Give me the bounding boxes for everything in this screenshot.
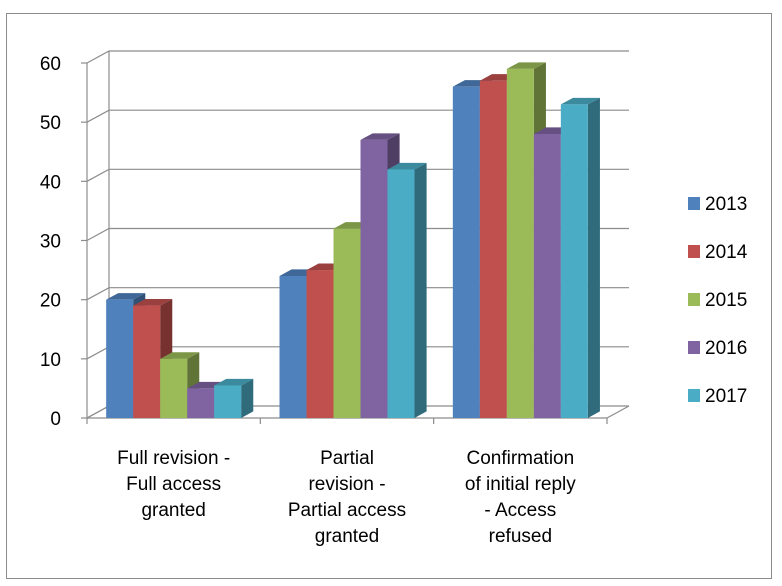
gridline	[86, 50, 629, 64]
legend-swatch	[688, 341, 700, 354]
bar-front	[187, 388, 215, 418]
y-axis-ticks: 0 10 20 30 40 50 60	[40, 54, 87, 430]
bar	[387, 162, 427, 418]
legend-item: 2017	[688, 386, 747, 407]
y-tick-label: 20	[40, 291, 61, 312]
bar-top	[160, 352, 200, 359]
legend-swatch	[688, 197, 700, 210]
y-tick-label: 10	[40, 350, 61, 371]
bar-front	[306, 270, 334, 418]
legend-label: 2014	[705, 242, 748, 263]
legend-label: 2017	[705, 386, 747, 407]
legend: 2013 2014 2015 2016 2017	[688, 194, 748, 407]
bars	[106, 62, 600, 419]
gridline	[86, 109, 629, 123]
bar	[560, 97, 600, 419]
x-axis-labels: Full revision -Full access granted Partial…	[86, 418, 608, 547]
bar-front	[452, 86, 480, 419]
bar-front	[360, 139, 388, 418]
bar-front	[279, 276, 307, 418]
bar-top	[360, 133, 400, 140]
legend-label: 2013	[705, 194, 747, 215]
y-tick-label: 40	[40, 172, 61, 193]
legend-swatch	[688, 245, 700, 258]
bar-top	[106, 293, 146, 300]
bar-front	[333, 228, 361, 418]
legend-label: 2016	[705, 338, 747, 359]
bar-front	[214, 385, 242, 418]
bar-top	[506, 62, 546, 69]
bar-front	[479, 80, 507, 418]
bar-front	[387, 169, 415, 418]
bar-side	[587, 97, 600, 419]
y-tick-label: 0	[50, 409, 61, 430]
legend-item: 2016	[688, 338, 747, 359]
legend-item: 2014	[688, 242, 748, 263]
legend-item: 2013	[688, 194, 747, 215]
bar-side	[414, 162, 427, 418]
bar-top	[133, 298, 173, 306]
y-tick-label: 50	[40, 113, 61, 134]
y-tick-label: 30	[40, 232, 61, 253]
bar-front	[133, 305, 161, 418]
x-category-label: Confirmation of initial reply - Access refu…	[465, 448, 576, 547]
bar-front	[560, 104, 588, 419]
bar-top	[214, 378, 254, 386]
x-category-label: Partial revision -Partial access granted	[288, 448, 406, 547]
bar-top	[560, 97, 600, 105]
x-category-label: Full revision -Full access granted	[117, 448, 230, 521]
legend-item: 2015	[688, 290, 747, 311]
legend-label: 2015	[705, 290, 747, 311]
bar-side	[241, 378, 254, 418]
bar-front	[160, 358, 188, 418]
bar-front	[533, 134, 561, 418]
bar-front	[506, 68, 534, 419]
bar-front	[106, 299, 134, 418]
y-tick-label: 60	[40, 54, 61, 75]
legend-swatch	[688, 293, 700, 306]
bar-top	[387, 162, 427, 170]
legend-swatch	[688, 389, 700, 402]
bar	[214, 378, 254, 418]
